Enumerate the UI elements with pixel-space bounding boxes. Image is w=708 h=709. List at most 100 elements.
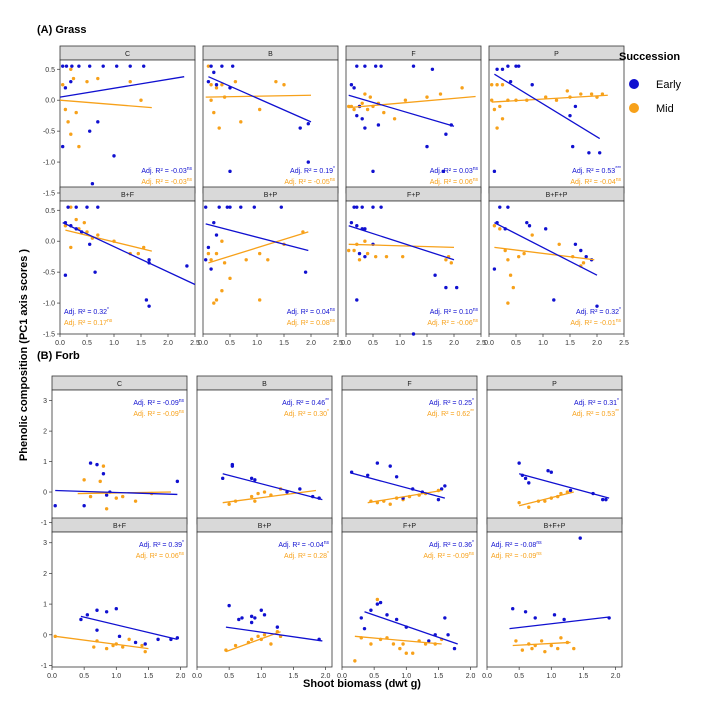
early-point: [388, 464, 392, 468]
x-tick-label: 0.5: [224, 673, 234, 680]
mid-r2-significance: ns: [473, 177, 479, 183]
early-point: [511, 607, 515, 611]
mid-point: [217, 126, 221, 130]
early-r2-label: Adj. R² = 0.32*: [64, 307, 109, 316]
early-point: [231, 64, 235, 68]
early-point: [360, 117, 364, 121]
mid-point: [543, 649, 547, 654]
mid-point: [401, 642, 405, 646]
early-point: [506, 64, 510, 68]
early-point: [571, 144, 575, 149]
mid-point: [266, 258, 270, 262]
legend-early-swatch: [629, 79, 639, 89]
early-point: [143, 642, 147, 646]
early-point: [69, 79, 73, 84]
mid-point: [347, 248, 351, 253]
panel-title: P: [554, 51, 559, 58]
early-point: [133, 640, 138, 645]
mid-point: [227, 502, 231, 506]
mid-point: [142, 245, 146, 250]
mid-point: [85, 79, 89, 84]
early-point: [77, 64, 81, 68]
early-point: [552, 613, 557, 617]
mid-r2-value: Adj. R² = -0.03: [141, 179, 186, 186]
early-point: [355, 205, 359, 209]
early-point: [452, 646, 457, 651]
early-point: [439, 487, 444, 491]
mid-point: [98, 479, 102, 484]
x-tick-label: 1.5: [422, 340, 432, 347]
early-r2-significance: ns: [473, 307, 479, 313]
early-fit-line: [80, 615, 178, 641]
early-r2-significance: *: [333, 166, 335, 172]
x-tick-label: 2.0: [466, 673, 476, 680]
early-point: [562, 617, 566, 622]
x-tick-label: 1.0: [401, 673, 411, 680]
mid-r2-significance: **: [470, 409, 474, 415]
mid-point: [206, 251, 211, 256]
early-point: [142, 64, 146, 68]
mid-fit-line: [518, 491, 574, 507]
x-tick-label: 0.0: [482, 673, 492, 680]
panel-title: B+F+P: [546, 192, 568, 199]
mid-point: [391, 642, 396, 646]
mid-point: [404, 651, 408, 655]
early-point: [355, 113, 359, 118]
plot-area: [486, 389, 623, 525]
early-point: [95, 608, 99, 612]
mid-point: [375, 597, 380, 602]
early-fit-line: [518, 473, 610, 499]
early-point: [101, 472, 106, 476]
panel-title: B+P: [264, 192, 278, 199]
y-tick-label: -1.5: [43, 191, 55, 198]
mid-point: [403, 98, 408, 102]
mid-r2-significance: *: [327, 551, 329, 557]
early-r2-value: Adj. R² = 0.39: [139, 542, 182, 549]
mid-point: [554, 98, 559, 102]
early-point: [523, 610, 528, 614]
early-point: [427, 639, 431, 643]
early-fit-line: [364, 611, 458, 645]
x-tick-label: 2.5: [190, 340, 200, 347]
early-r2-value: Adj. R² = -0.03: [141, 168, 186, 175]
x-tick-label: 1.0: [252, 340, 262, 347]
plot-area: [196, 531, 333, 668]
mid-point: [506, 258, 510, 262]
early-point: [587, 151, 591, 155]
mid-r2-significance: ns: [330, 318, 336, 324]
mid-point: [92, 645, 96, 649]
mid-point: [127, 637, 131, 642]
early-r2-significance: *: [472, 540, 474, 546]
mid-point: [357, 258, 362, 262]
mid-point: [517, 500, 521, 505]
early-fit-line: [222, 473, 323, 501]
mid-point: [581, 261, 586, 265]
legend-mid-label: Mid: [656, 103, 674, 115]
panel-title: B: [262, 381, 267, 388]
x-tick-label: 0.0: [484, 340, 494, 347]
mid-point: [490, 83, 494, 87]
early-point: [525, 220, 529, 225]
early-point: [228, 169, 232, 174]
early-point: [375, 461, 380, 465]
early-point: [115, 64, 119, 68]
early-r2-value: Adj. R² = 0.03: [430, 168, 473, 175]
mid-point: [96, 76, 100, 81]
x-tick-label: 0.5: [225, 340, 235, 347]
early-point: [147, 304, 151, 308]
early-r2-significance: *: [617, 398, 619, 404]
early-r2-label: Adj. R² = 0.19*: [290, 166, 335, 175]
x-tick-label: 1.5: [279, 340, 289, 347]
early-r2-value: Adj. R² = 0.32: [576, 309, 619, 316]
early-r2-label: Adj. R² = -0.09ns: [133, 398, 184, 407]
panel-title: B: [268, 51, 273, 58]
early-point: [573, 242, 578, 247]
mid-point: [121, 645, 125, 649]
mid-point: [392, 117, 397, 121]
mid-point: [244, 258, 248, 262]
early-point: [85, 205, 89, 209]
early-fit-line: [509, 616, 610, 630]
